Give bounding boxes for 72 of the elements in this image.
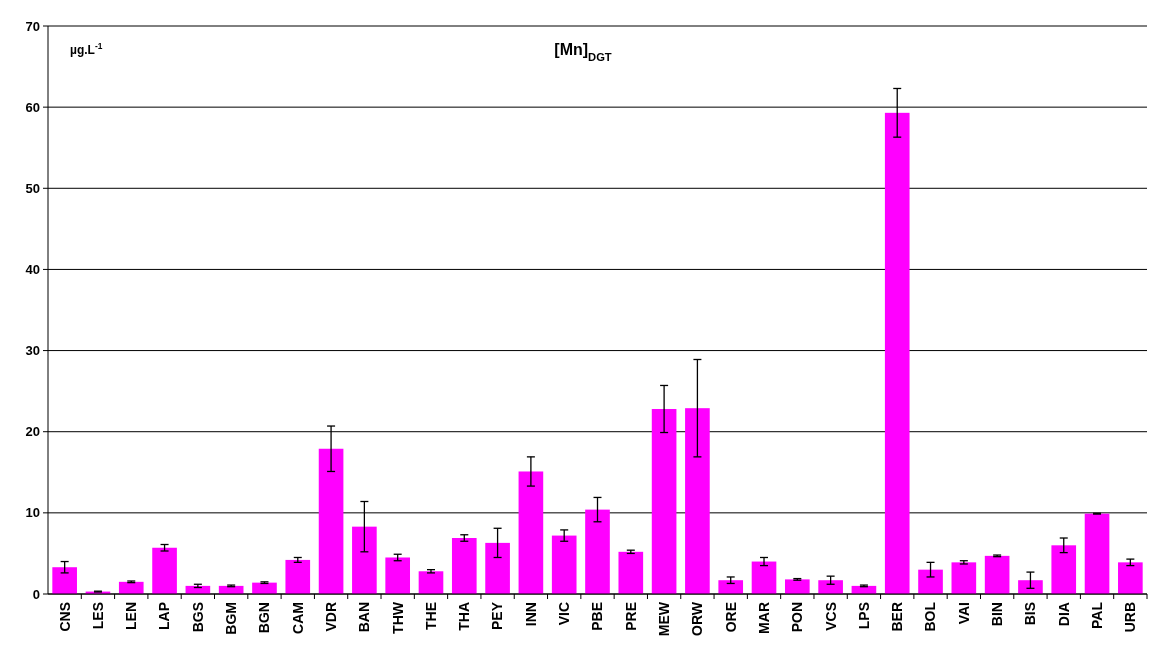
x-tick-label: BGN [256,602,273,634]
bar [418,571,444,594]
bar [52,567,77,594]
x-tick-label: BAN [356,602,373,633]
bar [618,551,644,594]
bar [385,557,410,594]
bar [685,408,710,594]
bar [651,408,677,594]
x-tick-label: VDR [322,602,339,632]
x-tick-label: PRE [622,602,639,631]
bar [252,582,277,594]
x-tick-label: BOL [922,601,939,632]
x-tick-label: VAI [955,602,972,625]
x-tick-label: BGS [189,602,206,633]
y-tick-label: 60 [25,99,40,115]
bar [1018,580,1043,594]
y-tick-label: 70 [25,18,40,34]
x-tick-label: THA [456,602,473,631]
bar [785,579,810,594]
bar [285,559,311,594]
x-tick-label: PBE [589,602,606,631]
y-tick-label: 50 [25,180,40,196]
x-tick-label: VIC [556,602,573,626]
x-tick-label: PON [789,602,806,633]
x-tick-label: URB [1122,602,1139,633]
bar [951,562,977,594]
x-tick-label: BIN [989,602,1006,627]
x-tick-label: PAL [1088,601,1105,629]
x-tick-label: MAR [755,602,772,634]
x-tick-label: THE [422,602,439,630]
bar [518,471,544,594]
x-tick-label: ORW [689,601,706,636]
x-tick-label: LEN [123,602,140,630]
bar [718,580,744,594]
x-tick-label: PEY [489,601,506,631]
x-tick-label: ORE [722,602,739,633]
bar [551,535,577,594]
y-tick-label: 30 [25,343,40,359]
x-tick-label: THW [389,601,406,634]
x-tick-label: CAM [289,602,306,634]
text: [Mn]$_{DGT}$ [554,41,612,63]
bar [585,509,610,594]
y-tick-label: 0 [32,586,40,602]
x-tick-label: LAP [156,602,173,630]
x-tick-label: LES [89,602,106,630]
x-tick-label: INN [522,602,539,627]
bar [451,538,477,594]
bar [1084,513,1110,594]
x-tick-label: VCS [822,602,839,631]
bar [352,526,377,594]
y-tick-label: 40 [25,261,40,277]
x-tick-label: DIA [1055,602,1072,627]
y-axis-title: µg.L$^{-1}$ [70,41,103,57]
bar [818,580,843,594]
x-tick-label: LPS [855,602,872,630]
bar [1118,562,1143,594]
bar [918,569,943,594]
x-tick-label: BER [889,602,906,632]
bar [984,555,1010,594]
x-tick-label: CNS [56,602,73,632]
bar [884,112,910,594]
bar [152,547,177,594]
x-tick-label: BIS [1022,602,1039,626]
y-tick-label: 10 [25,505,40,521]
bar [118,581,144,594]
bar [751,561,777,594]
bar [485,542,510,594]
bar [318,448,344,594]
x-tick-label: MEW [656,601,673,637]
x-tick-label: BGM [223,602,240,635]
y-tick-label: 20 [25,424,40,440]
bar [1051,545,1077,594]
